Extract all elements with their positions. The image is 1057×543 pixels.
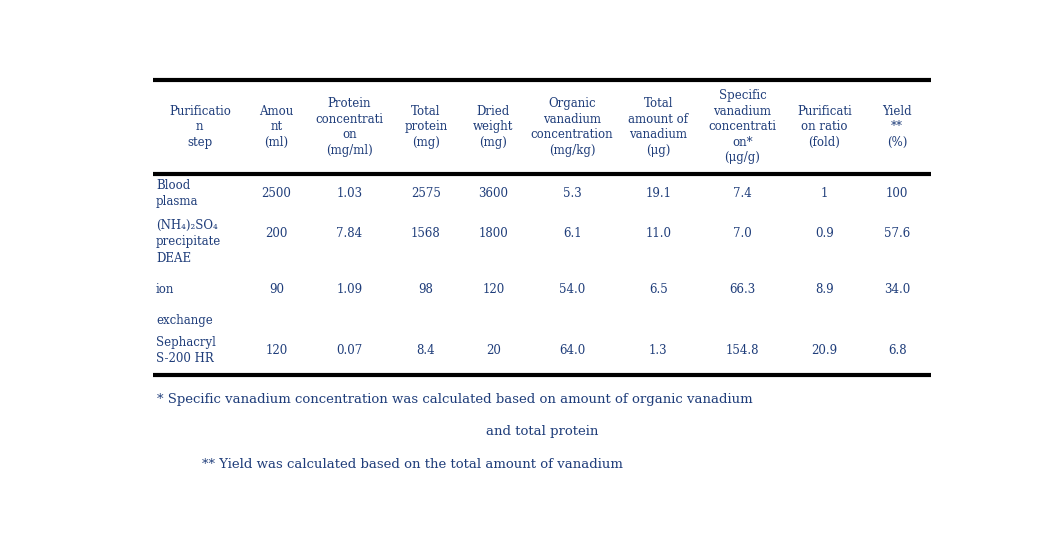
Text: 20.9: 20.9 bbox=[812, 344, 837, 357]
Text: 100: 100 bbox=[886, 187, 908, 200]
Text: 54.0: 54.0 bbox=[559, 283, 586, 296]
Text: Sephacryl
S-200 HR: Sephacryl S-200 HR bbox=[155, 336, 216, 365]
Text: 0.07: 0.07 bbox=[336, 344, 363, 357]
Text: 20: 20 bbox=[486, 344, 501, 357]
Text: 7.4: 7.4 bbox=[734, 187, 752, 200]
Text: Blood
plasma: Blood plasma bbox=[155, 180, 199, 208]
Text: Amou
nt
(ml): Amou nt (ml) bbox=[259, 105, 294, 149]
Text: 6.8: 6.8 bbox=[888, 344, 907, 357]
Text: Protein
concentrati
on
(mg/ml): Protein concentrati on (mg/ml) bbox=[315, 97, 384, 156]
Text: Organic
vanadium
concentration
(mg/kg): Organic vanadium concentration (mg/kg) bbox=[531, 97, 613, 156]
Text: Specific
vanadium
concentrati
on*
(μg/g): Specific vanadium concentrati on* (μg/g) bbox=[708, 90, 777, 165]
Text: 7.0: 7.0 bbox=[734, 227, 752, 240]
Text: Dried
weight
(mg): Dried weight (mg) bbox=[474, 105, 514, 149]
Text: 200: 200 bbox=[265, 227, 288, 240]
Text: (NH₄)₂SO₄
precipitate: (NH₄)₂SO₄ precipitate bbox=[155, 219, 221, 248]
Text: 11.0: 11.0 bbox=[645, 227, 671, 240]
Text: 8.9: 8.9 bbox=[815, 283, 834, 296]
Text: 3600: 3600 bbox=[478, 187, 508, 200]
Text: 5.3: 5.3 bbox=[562, 187, 581, 200]
Text: 98: 98 bbox=[419, 283, 433, 296]
Text: 120: 120 bbox=[265, 344, 288, 357]
Text: Yield
**
(%): Yield ** (%) bbox=[883, 105, 912, 149]
Text: 1.09: 1.09 bbox=[336, 283, 363, 296]
Text: 1.3: 1.3 bbox=[649, 344, 668, 357]
Text: 57.6: 57.6 bbox=[884, 227, 910, 240]
Text: 6.5: 6.5 bbox=[649, 283, 668, 296]
Text: 2575: 2575 bbox=[411, 187, 441, 200]
Text: 7.84: 7.84 bbox=[336, 227, 363, 240]
Text: 64.0: 64.0 bbox=[559, 344, 586, 357]
Text: ** Yield was calculated based on the total amount of vanadium: ** Yield was calculated based on the tot… bbox=[202, 458, 623, 471]
Text: Total
protein
(mg): Total protein (mg) bbox=[405, 105, 447, 149]
Text: 1.03: 1.03 bbox=[336, 187, 363, 200]
Text: 1: 1 bbox=[821, 187, 829, 200]
Text: * Specific vanadium concentration was calculated based on amount of organic vana: * Specific vanadium concentration was ca… bbox=[156, 393, 753, 406]
Text: Total
amount of
vanadium
(μg): Total amount of vanadium (μg) bbox=[628, 97, 688, 156]
Text: 66.3: 66.3 bbox=[729, 283, 756, 296]
Text: 90: 90 bbox=[270, 283, 284, 296]
Text: 1800: 1800 bbox=[479, 227, 508, 240]
Text: 19.1: 19.1 bbox=[645, 187, 671, 200]
Text: and total protein: and total protein bbox=[485, 425, 598, 438]
Text: 6.1: 6.1 bbox=[562, 227, 581, 240]
Text: 2500: 2500 bbox=[262, 187, 292, 200]
Text: 8.4: 8.4 bbox=[416, 344, 435, 357]
Text: 34.0: 34.0 bbox=[884, 283, 910, 296]
Text: DEAE

ion

exchange: DEAE ion exchange bbox=[155, 252, 212, 327]
Text: 1568: 1568 bbox=[411, 227, 441, 240]
Text: 154.8: 154.8 bbox=[726, 344, 759, 357]
Text: Purificati
on ratio
(fold): Purificati on ratio (fold) bbox=[797, 105, 852, 149]
Text: Purificatio
n
step: Purificatio n step bbox=[169, 105, 230, 149]
Text: 0.9: 0.9 bbox=[815, 227, 834, 240]
Text: 120: 120 bbox=[482, 283, 504, 296]
